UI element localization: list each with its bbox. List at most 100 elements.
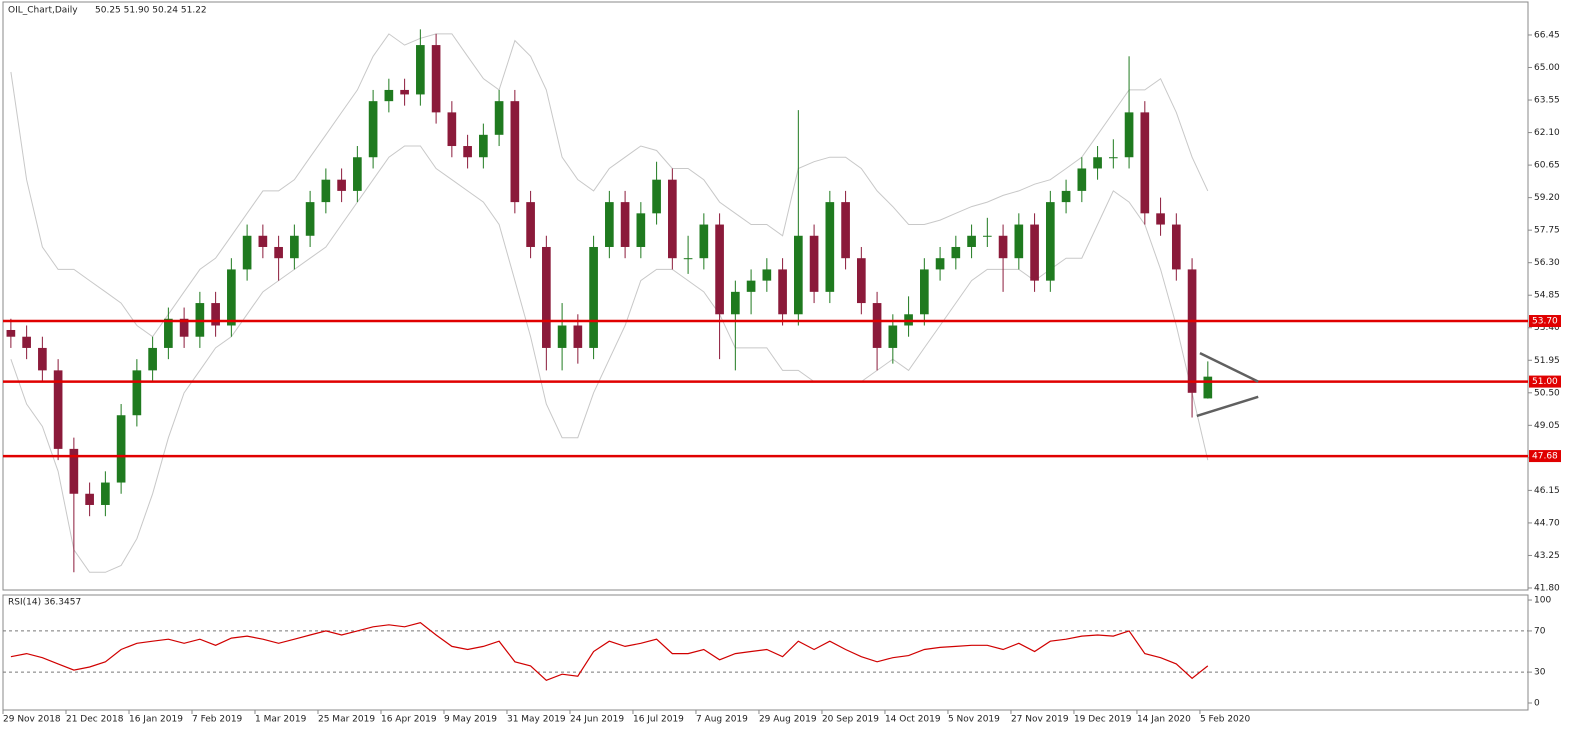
candle-body [935,258,945,270]
candle-body [998,235,1008,259]
candle-body [809,235,819,292]
candle-body [242,235,252,270]
candle-body [920,269,929,315]
candle-body [762,269,772,281]
y-tick-label: 49.05 [1534,421,1560,431]
trendline [1196,395,1259,418]
candle-body [967,235,976,247]
x-tick-label: 24 Jun 2019 [570,715,624,725]
candle-body [557,325,567,348]
candle-body [1171,224,1181,270]
x-tick-label: 21 Dec 2018 [66,715,124,725]
y-tick-label: 65.00 [1534,63,1560,73]
x-tick-label: 14 Oct 2019 [885,715,941,725]
candle-body [494,101,504,135]
y-tick-label: 41.80 [1534,583,1560,593]
candle-body [542,246,551,348]
y-tick-label: 66.45 [1534,30,1560,40]
level-label: 47.68 [1532,452,1558,462]
rsi-title: RSI(14) 36.3457 [8,598,81,608]
candle-body [589,246,598,348]
level-label: 51.00 [1532,377,1558,387]
candle-body [1156,213,1165,225]
candle-body [778,269,787,315]
trendline [1199,351,1259,383]
candle-body [384,89,394,102]
candle-body [305,202,315,236]
candle-body [731,291,740,315]
candle-body [1124,112,1134,158]
candle-body [22,336,31,348]
candle-body [872,303,882,348]
candle-body [53,370,63,449]
y-tick-label: 46.15 [1534,486,1560,496]
candle-body [368,101,378,158]
level-label: 53.70 [1532,317,1558,327]
ohlc-header: 50.25 51.90 50.24 51.22 [95,6,207,16]
candle-body [1030,224,1039,281]
candle-body [6,329,16,337]
y-tick-label: 0 [1534,698,1540,708]
candle-body [794,235,803,315]
candle-body [573,325,583,348]
candle-body [1140,112,1150,214]
candle-body [888,325,898,348]
candle-body [1093,157,1102,169]
y-tick-label: 54.85 [1534,291,1560,301]
candle-body [85,493,94,505]
candle-body [857,258,866,304]
x-tick-label: 7 Feb 2019 [192,715,243,725]
candle-body [510,101,520,203]
candle-body [479,134,488,158]
candle-body [337,179,346,191]
candle-body [400,89,409,95]
candle-body [620,202,630,247]
candle-body [179,318,189,337]
candle-body [416,45,425,95]
y-tick-label: 43.25 [1534,551,1560,561]
y-tick-label: 60.65 [1534,161,1560,171]
x-tick-label: 16 Jan 2019 [129,715,183,725]
y-tick-label: 59.20 [1534,193,1560,203]
candle-body [1187,269,1197,393]
candle-body [1108,157,1118,159]
x-tick-label: 5 Nov 2019 [948,715,1000,725]
band-lower [10,145,1209,573]
y-tick-label: 100 [1534,596,1551,606]
candle-body [1045,202,1055,281]
x-tick-label: 14 Jan 2020 [1137,715,1191,725]
candle-body [258,235,268,247]
y-tick-label: 62.10 [1534,128,1560,138]
candle-body [227,269,236,326]
x-tick-label: 7 Aug 2019 [696,715,748,725]
candle-body [699,224,709,259]
x-tick-label: 31 May 2019 [507,715,566,725]
chart-title: OIL_Chart,Daily [8,6,78,16]
y-tick-label: 44.70 [1534,518,1560,528]
candle-body [447,112,457,147]
candle-body [274,246,283,259]
x-tick-label: 16 Apr 2019 [381,715,437,725]
y-tick-label: 53.40 [1534,323,1560,333]
level-label-box [1529,450,1561,463]
candle-body [746,280,756,292]
y-tick-label: 63.55 [1534,96,1560,106]
candle-body [211,303,220,326]
candle-body [841,202,850,259]
y-tick-label: 70 [1534,626,1546,636]
candle-body [683,258,693,260]
candle-body [951,246,961,259]
candle-body [116,415,126,483]
x-tick-label: 29 Nov 2018 [3,715,61,725]
candle-body [148,347,157,371]
candle-body [605,202,614,247]
candle-body [101,482,110,505]
y-tick-label: 50.50 [1534,388,1560,398]
x-tick-label: 1 Mar 2019 [255,715,307,725]
x-tick-label: 27 Nov 2019 [1011,715,1069,725]
y-tick-label: 51.95 [1534,356,1560,366]
candle-body [636,213,646,247]
candle-body [1077,168,1087,191]
level-label-box [1529,375,1561,388]
